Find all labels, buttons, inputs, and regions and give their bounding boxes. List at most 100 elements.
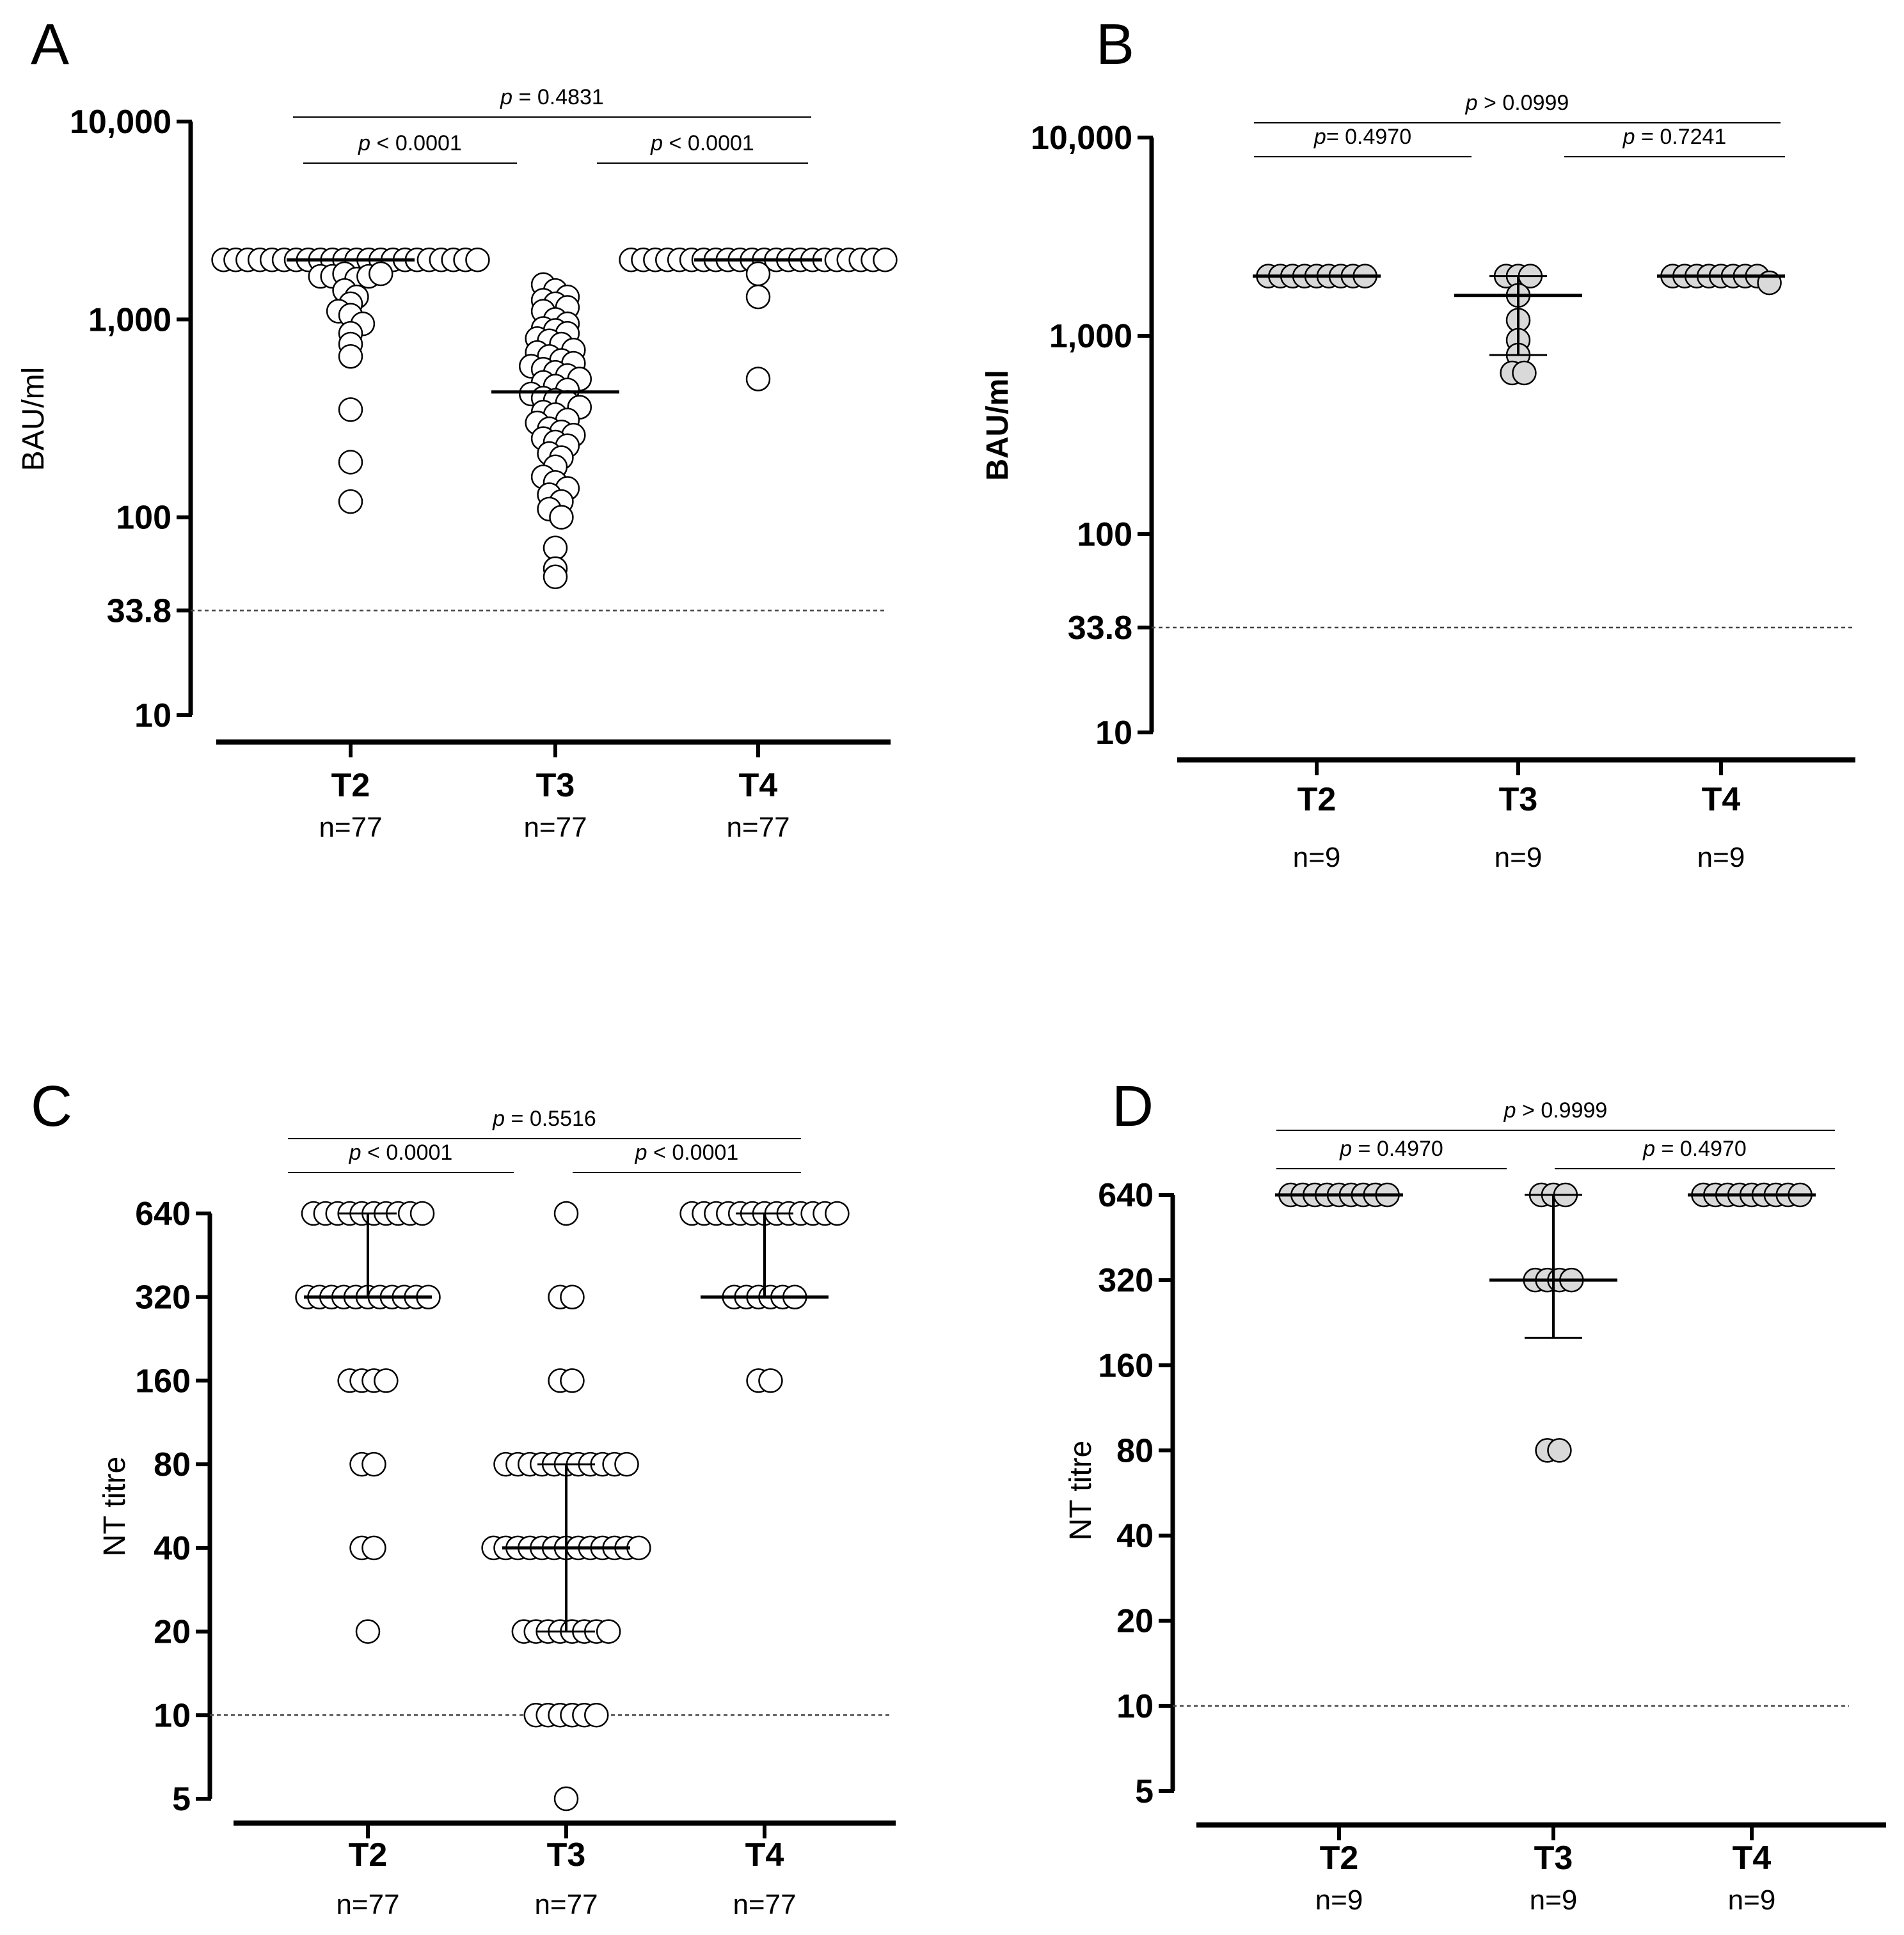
p-symbol: p [1339,1137,1352,1161]
p-value-label: p = 0.4970 [1339,1137,1443,1161]
p-value-text: < 0.0001 [361,1141,453,1165]
x-tick-label: T3 [536,767,575,804]
data-point [338,344,363,369]
p-value-label: p = 0.4831 [500,85,604,109]
panel-letter: D [1112,1075,1154,1139]
n-label: n=9 [1315,1884,1363,1916]
n-label: n=77 [733,1889,796,1920]
p-symbol: p [358,131,370,155]
data-point [745,261,771,287]
y-tick-label: 5 [1135,1773,1154,1810]
n-label: n=9 [1728,1884,1776,1916]
p-value-label: p = 0.4970 [1642,1137,1747,1161]
y-tick-label: 33.8 [107,592,171,629]
p-symbol: p [650,131,663,155]
y-tick-label: 40 [154,1530,191,1567]
p-symbol: p [349,1141,361,1165]
y-tick-label: 10,000 [1031,120,1132,157]
y-tick-label: 640 [135,1196,191,1233]
data-point [543,535,568,560]
n-label: n=9 [1495,842,1543,873]
data-point [549,505,574,530]
y-tick-label: 80 [154,1446,191,1483]
n-label: n=9 [1697,842,1745,873]
y-tick-label: 5 [172,1781,191,1818]
data-point [560,1284,585,1309]
panel-c: C 640 320 160 80 40 20 10 5 NT titre T2 n=77 T3 n=77 T… [31,1075,896,1920]
y-axis-title: BAU/ml [981,370,1015,480]
x-tick-label: T2 [331,767,370,804]
y-tick-label: 160 [135,1362,191,1400]
y-tick-label: 33.8 [1068,610,1132,647]
p-value-label: p < 0.0001 [349,1141,453,1165]
p-symbol: p [492,1107,505,1131]
data-point [465,247,490,272]
n-label: n=9 [1293,842,1341,873]
p-symbol: p [1642,1137,1655,1161]
y-tick-label: 320 [1098,1262,1154,1299]
y-tick-label: 20 [1116,1603,1154,1640]
y-tick-label: 640 [1098,1177,1154,1214]
n-label: n=77 [534,1889,598,1920]
x-tick-label: T2 [349,1836,388,1874]
x-tick-label: T2 [1297,781,1337,818]
data-point [355,1619,381,1644]
data-point [361,1535,386,1561]
x-tick-label: T4 [739,767,778,804]
p-value-label: p = 0.7241 [1622,125,1727,149]
panel-b: B 10,000 1,000 100 33.8 10 BAU/ml T2 n=9 T3 n=9 T4 n… [981,13,1855,873]
x-tick-label: T3 [1534,1840,1573,1877]
p-symbol: p [500,85,512,109]
y-tick-label: 160 [1098,1347,1154,1384]
panel-letter: C [31,1075,72,1139]
data-point [873,247,898,272]
data-point [369,261,393,287]
data-point [596,1619,621,1644]
y-tick-label: 320 [135,1279,191,1316]
p-symbol: p [1503,1098,1516,1123]
y-axis-title: NT titre [1064,1441,1098,1540]
data-point [614,1451,639,1477]
y-tick-label: 40 [1116,1518,1154,1555]
x-tick-label: T4 [1733,1840,1772,1877]
p-value-text: < 0.0001 [663,131,754,155]
p-value-label: p > 0.0999 [1465,91,1569,115]
data-point [584,1703,609,1728]
panel-d: D 640 320 160 80 40 20 10 5 NT titre T2 n=9 T3 n=9 T4 n… [1064,1075,1886,1916]
p-symbol: p [635,1141,647,1165]
y-tick-label: 10 [1116,1688,1154,1725]
y-axis-title: BAU/ml [17,367,51,471]
p-value-text: = 0.7241 [1635,125,1727,149]
y-tick-label: 1,000 [1049,318,1132,355]
data-point [409,1201,435,1226]
p-value-text: = 0.4970 [1352,1137,1443,1161]
data-point [626,1535,651,1561]
data-point [1547,1438,1572,1463]
data-point [553,1786,579,1812]
p-value-text: = 0.4970 [1655,1137,1747,1161]
p-value-label: p > 0.9999 [1503,1098,1608,1123]
p-value-label: p = 0.5516 [492,1107,596,1131]
data-point [338,489,363,514]
n-label: n=77 [336,1889,399,1920]
y-tick-label: 100 [116,500,171,537]
n-label: n=77 [319,812,382,843]
p-symbol: p [1465,91,1478,115]
data-point [338,450,363,475]
y-tick-label: 10 [134,697,171,734]
x-tick-label: T4 [1702,781,1741,818]
data-point [825,1201,850,1226]
data-point [758,1368,783,1393]
y-tick-label: 1,000 [88,301,171,338]
data-point [361,1451,386,1477]
p-value-text: < 0.0001 [647,1141,739,1165]
data-point [560,1368,585,1393]
y-axis-title: NT titre [98,1457,132,1556]
p-value-label: p < 0.0001 [635,1141,739,1165]
x-tick-label: T4 [745,1836,784,1874]
y-tick-label: 20 [154,1614,191,1651]
data-point [374,1368,399,1393]
p-value-text: = 0.5516 [505,1107,596,1131]
